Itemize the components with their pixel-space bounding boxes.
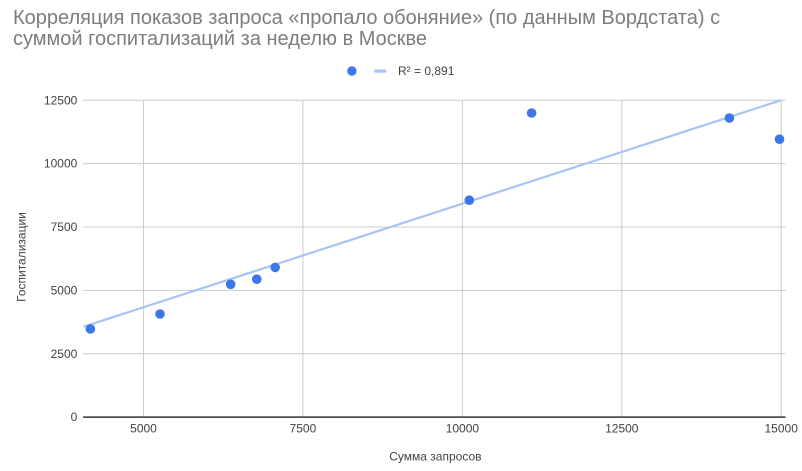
svg-text:10000: 10000 xyxy=(44,157,78,171)
svg-text:5000: 5000 xyxy=(130,422,157,436)
svg-text:12500: 12500 xyxy=(605,422,639,436)
svg-text:10000: 10000 xyxy=(446,422,480,436)
svg-text:7500: 7500 xyxy=(290,422,317,436)
svg-text:Сумма запросов: Сумма запросов xyxy=(389,450,481,464)
svg-text:7500: 7500 xyxy=(51,220,78,234)
svg-text:0: 0 xyxy=(71,410,78,424)
svg-text:Госпитализации: Госпитализации xyxy=(15,212,29,302)
svg-text:15000: 15000 xyxy=(765,422,799,436)
svg-text:R² = 0,891: R² = 0,891 xyxy=(398,64,455,78)
svg-text:2500: 2500 xyxy=(51,347,78,361)
svg-text:12500: 12500 xyxy=(44,93,78,107)
svg-text:5000: 5000 xyxy=(51,284,78,298)
